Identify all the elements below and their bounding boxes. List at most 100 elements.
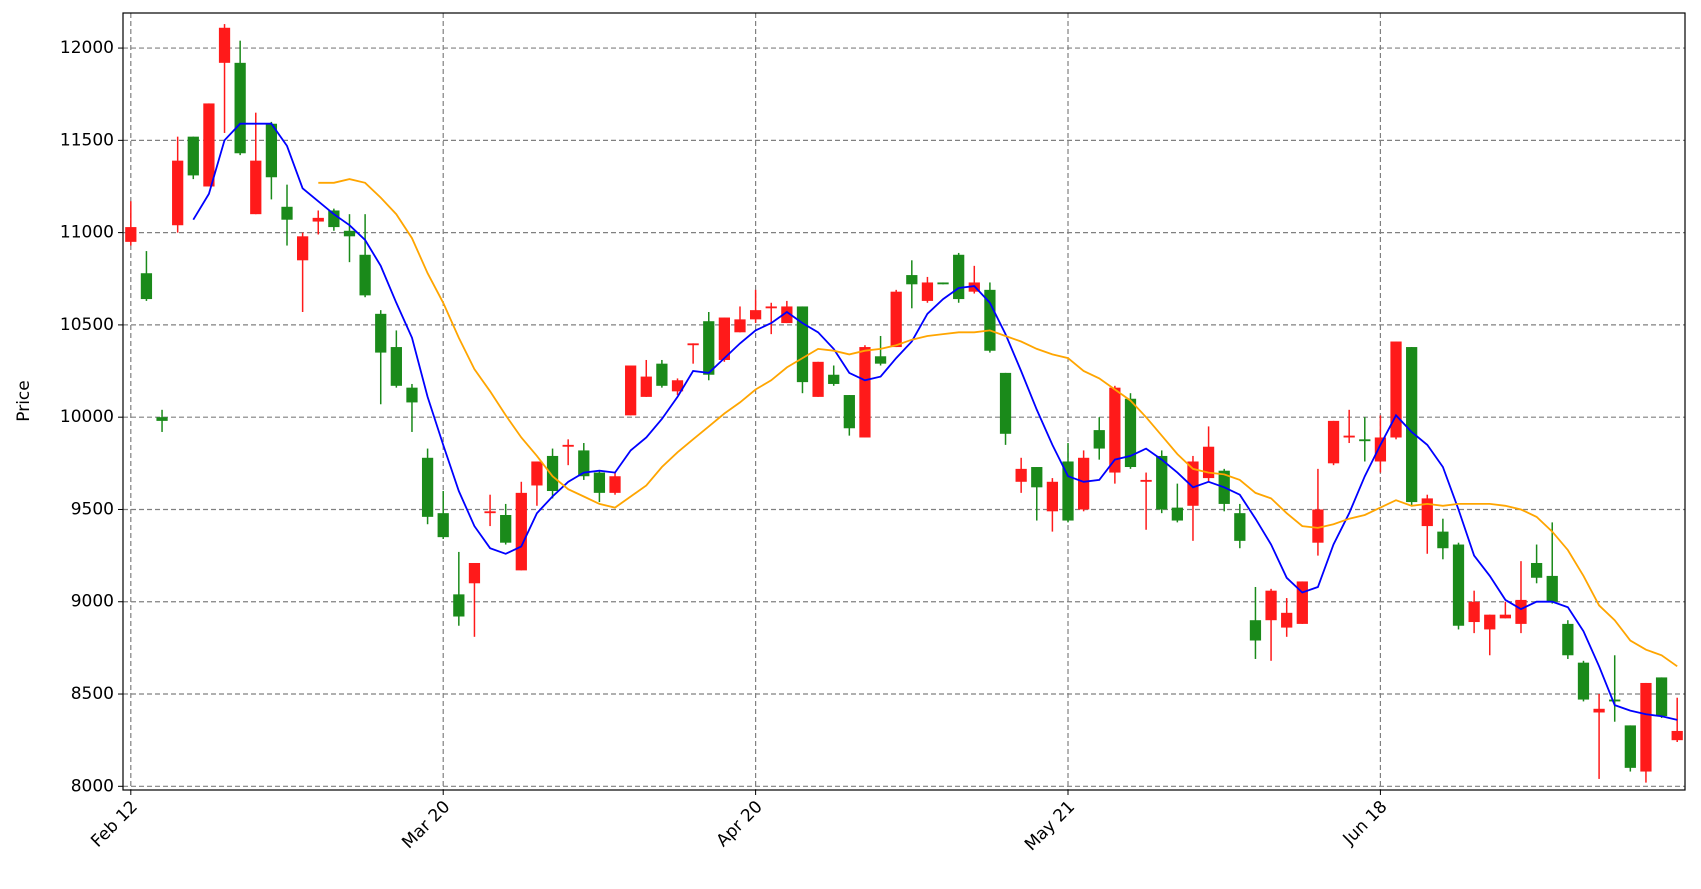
candle-body bbox=[1546, 575, 1558, 602]
candle-body bbox=[1234, 513, 1246, 541]
y-tick-label: 10000 bbox=[60, 407, 114, 427]
moving-average-line bbox=[192, 122, 1678, 721]
candle-body bbox=[609, 476, 621, 493]
candle-body bbox=[1093, 430, 1105, 449]
candle-body bbox=[515, 492, 527, 571]
candle-body bbox=[1374, 437, 1387, 462]
candle-body bbox=[921, 282, 934, 301]
candle-body bbox=[328, 210, 340, 228]
candle-body bbox=[156, 417, 168, 421]
candle-body bbox=[1312, 509, 1324, 543]
candle-body bbox=[1171, 507, 1183, 521]
candle-body bbox=[890, 291, 902, 348]
candle-body bbox=[1109, 387, 1121, 473]
candle-body bbox=[1249, 620, 1262, 641]
candle-body bbox=[250, 160, 262, 215]
candle-body bbox=[749, 310, 762, 320]
candle-body bbox=[1296, 581, 1308, 624]
x-tick-label: Mar 20 bbox=[398, 797, 454, 853]
candle-body bbox=[1359, 439, 1371, 442]
candle-body bbox=[1468, 601, 1480, 623]
candle-body bbox=[1640, 682, 1652, 772]
y-tick-label: 11000 bbox=[60, 223, 114, 243]
candle-body bbox=[531, 461, 543, 486]
y-tick-label: 9500 bbox=[71, 499, 114, 519]
x-tick-label: Jun 18 bbox=[1339, 797, 1392, 850]
candle-body bbox=[218, 27, 231, 63]
candle-body bbox=[1343, 435, 1355, 438]
candle-body bbox=[906, 275, 918, 285]
candle-body bbox=[1499, 614, 1511, 619]
candle-body bbox=[187, 136, 199, 176]
candle-body bbox=[406, 387, 418, 403]
candle-body bbox=[843, 395, 855, 429]
plot-frame bbox=[122, 12, 1686, 791]
y-tick-label: 9000 bbox=[71, 592, 114, 612]
candle-body bbox=[734, 319, 746, 333]
candle-body bbox=[828, 374, 840, 384]
y-tick-label: 10500 bbox=[60, 315, 114, 335]
candle-body bbox=[359, 254, 371, 296]
candle-body bbox=[125, 227, 137, 242]
candle-body bbox=[984, 289, 996, 351]
candle-body bbox=[500, 515, 512, 543]
candle-body bbox=[812, 361, 824, 397]
candle-body bbox=[1484, 614, 1496, 630]
candle-body bbox=[281, 206, 293, 220]
candle-body bbox=[1140, 479, 1152, 482]
candle-body bbox=[765, 306, 777, 309]
candle-body bbox=[172, 160, 184, 226]
candle-body bbox=[593, 472, 606, 493]
candle-body bbox=[1046, 481, 1059, 512]
candle-body bbox=[1624, 725, 1636, 768]
x-tick-label: Feb 12 bbox=[87, 797, 142, 852]
candle-body bbox=[687, 343, 699, 346]
candle-body bbox=[343, 230, 356, 237]
candle-body bbox=[1078, 457, 1090, 510]
candle-body bbox=[1452, 544, 1465, 626]
candle-body bbox=[562, 444, 574, 447]
candle-body bbox=[1062, 461, 1074, 521]
x-tick-label: May 21 bbox=[1021, 797, 1079, 855]
candle-body bbox=[1406, 347, 1418, 503]
candle-body bbox=[953, 254, 965, 300]
candle-body bbox=[671, 380, 684, 392]
candle-body bbox=[1530, 562, 1543, 578]
x-tick-label: Apr 20 bbox=[713, 797, 767, 851]
candle-body bbox=[1562, 623, 1574, 656]
candle-body bbox=[484, 511, 496, 514]
candle-body bbox=[1437, 531, 1449, 549]
candle-body bbox=[1655, 677, 1668, 717]
candle-body bbox=[1515, 599, 1527, 624]
candle-body bbox=[1187, 461, 1199, 506]
candle-body bbox=[640, 376, 652, 397]
candle-body bbox=[781, 306, 793, 324]
candle-body bbox=[656, 363, 668, 386]
candle-body bbox=[1265, 590, 1277, 621]
candle-body bbox=[140, 273, 153, 300]
candle-body bbox=[999, 372, 1012, 434]
candle-body bbox=[1671, 730, 1683, 741]
candle-body bbox=[453, 594, 465, 617]
candle-body bbox=[1390, 341, 1402, 438]
candle-body bbox=[859, 347, 871, 438]
candle-body bbox=[1015, 468, 1027, 482]
candle-body bbox=[874, 356, 887, 364]
candle-body bbox=[1593, 708, 1605, 713]
candle-body bbox=[468, 562, 481, 584]
candle-body bbox=[546, 455, 559, 492]
y-tick-label: 12000 bbox=[60, 38, 114, 58]
candle-body bbox=[578, 450, 590, 477]
candle-body bbox=[203, 103, 215, 187]
candle-body bbox=[1281, 612, 1293, 628]
candle-body bbox=[1421, 498, 1433, 527]
candle-body bbox=[1202, 446, 1215, 479]
candle-body bbox=[796, 306, 809, 383]
candle-body bbox=[265, 123, 278, 178]
candle-body bbox=[625, 365, 637, 416]
candle-body bbox=[390, 347, 402, 386]
candle-body bbox=[421, 457, 434, 517]
y-axis-label: Price bbox=[14, 380, 34, 421]
